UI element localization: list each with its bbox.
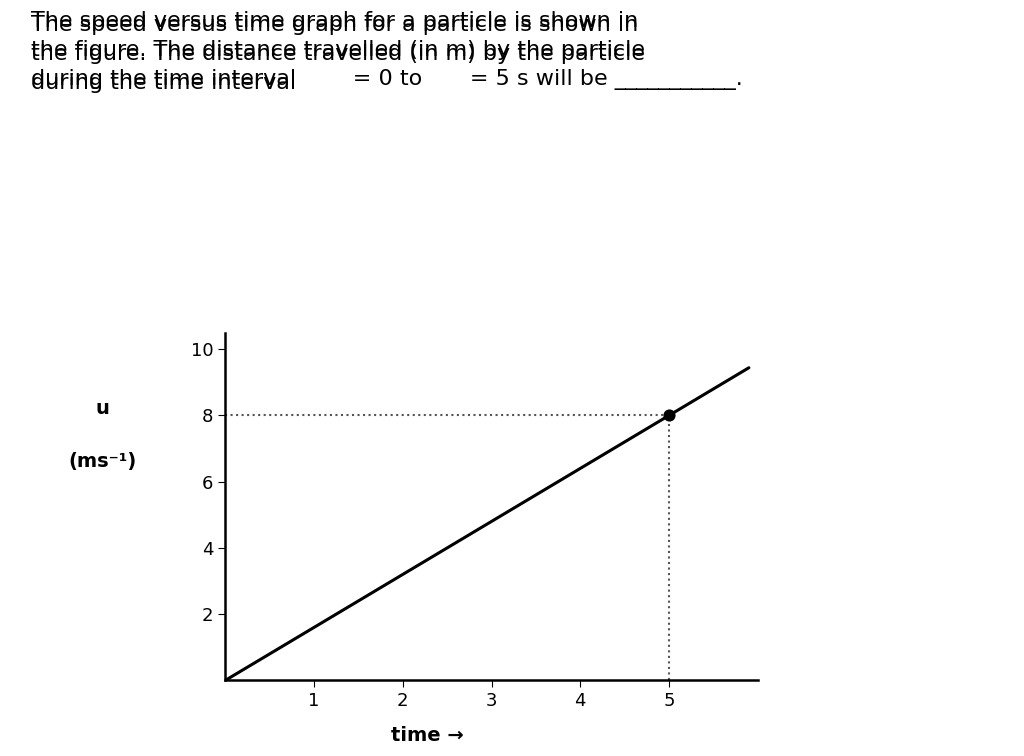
Text: time →: time →	[391, 726, 464, 745]
Text: The speed versus time graph for a particle is shown in
the figure. The distance : The speed versus time graph for a partic…	[31, 11, 742, 90]
Text: (ms⁻¹): (ms⁻¹)	[69, 451, 136, 471]
Text: u: u	[95, 398, 110, 418]
Point	[660, 410, 677, 422]
Text: The speed versus time graph for a particle is shown in
the figure. The distance : The speed versus time graph for a partic…	[31, 15, 645, 93]
